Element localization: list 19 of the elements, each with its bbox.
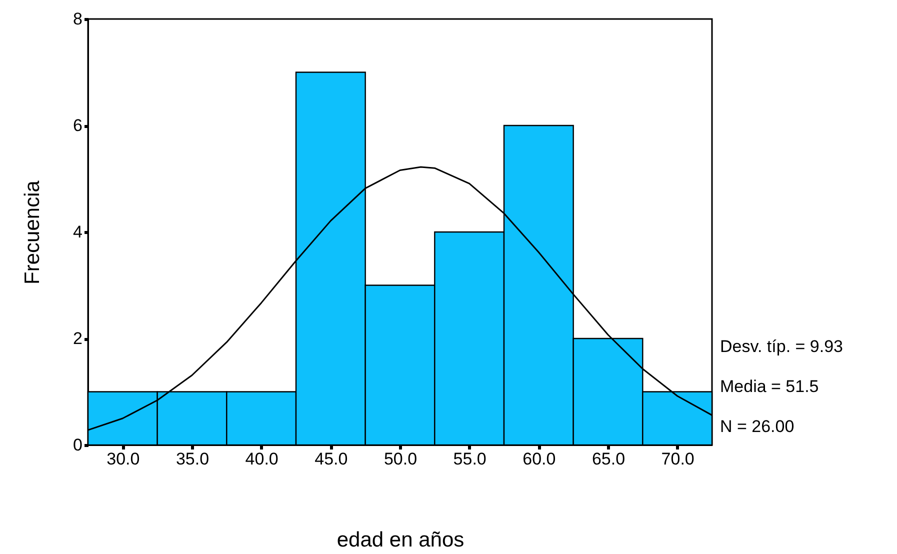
x-tick-label: 55.0 bbox=[453, 450, 486, 468]
text: N = 26.00 bbox=[720, 417, 794, 436]
x-tick-label: 30.0 bbox=[106, 450, 140, 468]
x-tick-label: 60.0 bbox=[522, 450, 556, 468]
y-tick-label: 6 bbox=[73, 116, 82, 135]
x-axis-title: edad en años bbox=[336, 528, 464, 552]
y-tick-label: 2 bbox=[73, 329, 82, 348]
y-axis-title: Frecuencia bbox=[21, 180, 44, 284]
y-tick-label: 4 bbox=[73, 222, 82, 242]
x-tick-label: 45.0 bbox=[314, 450, 348, 468]
x-tick-label: 35.0 bbox=[176, 450, 210, 468]
x-tick-label: 50.0 bbox=[384, 450, 418, 468]
text: Media = 51.5 bbox=[720, 377, 819, 396]
y-tick-label: 8 bbox=[73, 10, 82, 28]
y-tick-label: 0 bbox=[73, 436, 82, 454]
x-tick-label: 65.0 bbox=[592, 450, 626, 468]
x-tick-label: 40.0 bbox=[245, 450, 278, 468]
x-tick-label: 70.0 bbox=[661, 450, 694, 468]
text: Desv. típ. = 9.93 bbox=[720, 337, 844, 356]
